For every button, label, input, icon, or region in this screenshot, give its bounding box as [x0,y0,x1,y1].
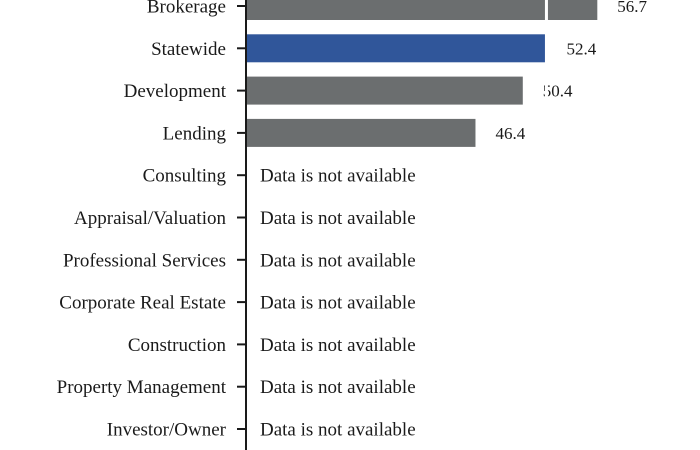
missing-data-label: Data is not available [260,293,416,314]
bar [246,76,523,105]
bar [246,34,547,63]
category-label: Brokerage [147,0,226,18]
category-label: Appraisal/Valuation [74,208,226,229]
bar [246,118,476,147]
missing-data-label: Data is not available [260,377,416,398]
category-label: Development [124,81,227,102]
value-label: 50.4 [543,82,573,101]
category-label: Corporate Real Estate [59,293,226,314]
category-label: Lending [163,123,227,144]
value-label: 46.4 [495,124,525,143]
category-label: Statewide [151,39,226,60]
category-label: Construction [128,335,227,356]
category-label: Investor/Owner [107,420,227,441]
missing-data-label: Data is not available [260,250,416,271]
category-label: Consulting [143,166,227,187]
category-label: Property Management [57,377,227,398]
bar [246,0,598,20]
missing-data-label: Data is not available [260,420,416,441]
value-label: 52.4 [566,39,596,58]
value-label: 56.7 [617,0,647,16]
missing-data-label: Data is not available [260,208,416,229]
missing-data-label: Data is not available [260,166,416,187]
category-label: Professional Services [63,250,226,271]
missing-data-label: Data is not available [260,335,416,356]
